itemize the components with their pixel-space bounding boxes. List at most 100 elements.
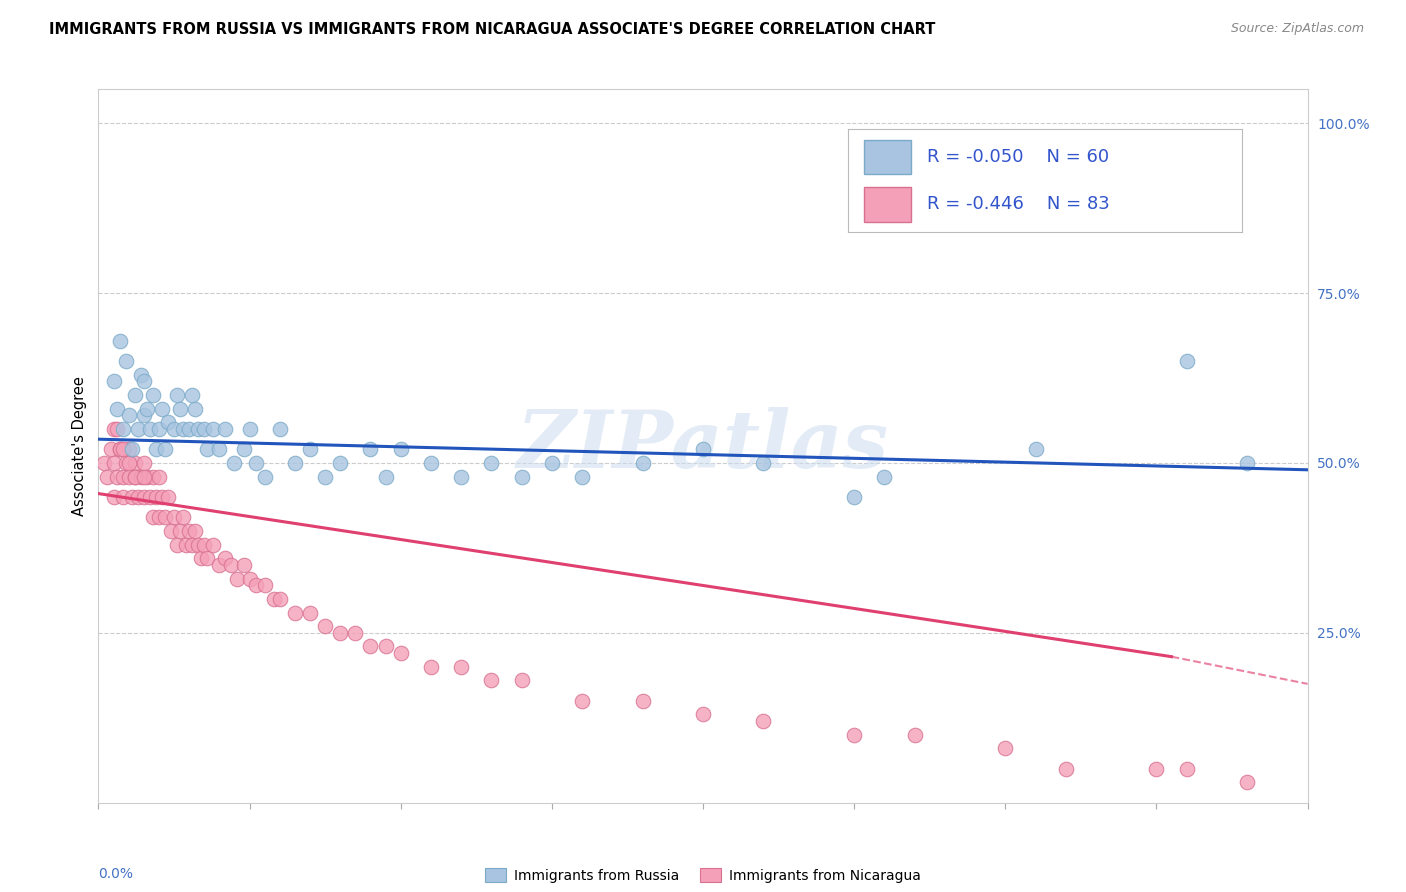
Point bbox=[239, 422, 262, 436]
Point bbox=[221, 558, 243, 572]
Point bbox=[132, 409, 155, 423]
Point bbox=[187, 537, 209, 551]
Point bbox=[142, 510, 165, 524]
Point bbox=[103, 456, 125, 470]
Text: IMMIGRANTS FROM RUSSIA VS IMMIGRANTS FROM NICARAGUA ASSOCIATE'S DEGREE CORRELATI: IMMIGRANTS FROM RUSSIA VS IMMIGRANTS FRO… bbox=[49, 22, 935, 37]
Point bbox=[510, 469, 533, 483]
Point bbox=[111, 469, 134, 483]
Point bbox=[103, 375, 125, 389]
Point bbox=[692, 707, 714, 722]
Point bbox=[163, 422, 186, 436]
Point bbox=[118, 456, 141, 470]
Point bbox=[253, 469, 276, 483]
Point bbox=[148, 422, 170, 436]
Point bbox=[193, 537, 215, 551]
Point bbox=[132, 456, 155, 470]
Text: Source: ZipAtlas.com: Source: ZipAtlas.com bbox=[1230, 22, 1364, 36]
Point bbox=[904, 728, 927, 742]
Point bbox=[184, 401, 207, 416]
Point bbox=[142, 388, 165, 402]
Point bbox=[118, 469, 141, 483]
Point bbox=[169, 524, 191, 538]
Point bbox=[232, 442, 254, 457]
Point bbox=[139, 422, 162, 436]
Point bbox=[284, 606, 307, 620]
Point bbox=[118, 409, 141, 423]
Point bbox=[121, 490, 143, 504]
Point bbox=[150, 401, 173, 416]
Point bbox=[174, 537, 197, 551]
Point bbox=[96, 469, 118, 483]
Point bbox=[179, 422, 201, 436]
Point bbox=[108, 334, 131, 348]
Point bbox=[245, 456, 267, 470]
Legend: Immigrants from Russia, Immigrants from Nicaragua: Immigrants from Russia, Immigrants from … bbox=[479, 863, 927, 888]
Point bbox=[166, 537, 188, 551]
Point bbox=[108, 442, 131, 457]
FancyBboxPatch shape bbox=[863, 186, 911, 221]
Point bbox=[124, 469, 146, 483]
Point bbox=[148, 469, 170, 483]
Point bbox=[132, 469, 155, 483]
Point bbox=[232, 558, 254, 572]
Point bbox=[108, 442, 131, 457]
Point bbox=[202, 422, 225, 436]
Text: R = -0.050    N = 60: R = -0.050 N = 60 bbox=[927, 148, 1109, 166]
Point bbox=[153, 510, 176, 524]
Point bbox=[100, 442, 122, 457]
Point bbox=[111, 422, 134, 436]
Point bbox=[299, 442, 322, 457]
Point bbox=[873, 469, 896, 483]
Point bbox=[631, 456, 654, 470]
Point bbox=[114, 354, 136, 368]
Point bbox=[193, 422, 215, 436]
FancyBboxPatch shape bbox=[863, 139, 911, 175]
Point bbox=[239, 572, 262, 586]
Y-axis label: Associate's Degree: Associate's Degree bbox=[72, 376, 87, 516]
Point bbox=[1144, 762, 1167, 776]
Point bbox=[111, 490, 134, 504]
Text: 0.0%: 0.0% bbox=[98, 867, 134, 881]
Point bbox=[214, 422, 236, 436]
Point bbox=[1054, 762, 1077, 776]
Point bbox=[752, 714, 775, 729]
Point bbox=[571, 469, 593, 483]
Point bbox=[181, 388, 204, 402]
Point bbox=[145, 490, 167, 504]
Point bbox=[145, 442, 167, 457]
Point bbox=[1175, 354, 1198, 368]
Point bbox=[208, 558, 231, 572]
Point bbox=[129, 368, 152, 382]
Point bbox=[114, 456, 136, 470]
Point bbox=[187, 422, 209, 436]
Point bbox=[139, 490, 162, 504]
Point bbox=[142, 469, 165, 483]
Point bbox=[208, 442, 231, 457]
Point bbox=[111, 442, 134, 457]
Point bbox=[105, 401, 128, 416]
Text: ZIPatlas: ZIPatlas bbox=[517, 408, 889, 484]
Point bbox=[135, 469, 157, 483]
Point bbox=[129, 469, 152, 483]
Point bbox=[150, 490, 173, 504]
Point bbox=[752, 456, 775, 470]
Point bbox=[179, 524, 201, 538]
Point bbox=[93, 456, 115, 470]
Point bbox=[190, 551, 212, 566]
Point bbox=[1236, 775, 1258, 789]
Point bbox=[692, 442, 714, 457]
Point bbox=[124, 388, 146, 402]
Point bbox=[253, 578, 276, 592]
Point bbox=[224, 456, 246, 470]
Point bbox=[169, 401, 191, 416]
Point bbox=[450, 660, 472, 674]
Point bbox=[127, 422, 149, 436]
Point bbox=[389, 442, 412, 457]
Point bbox=[314, 469, 336, 483]
Point bbox=[389, 646, 412, 660]
Point bbox=[135, 401, 157, 416]
Point bbox=[195, 442, 218, 457]
Point bbox=[124, 469, 146, 483]
Point bbox=[844, 728, 866, 742]
Point bbox=[163, 510, 186, 524]
